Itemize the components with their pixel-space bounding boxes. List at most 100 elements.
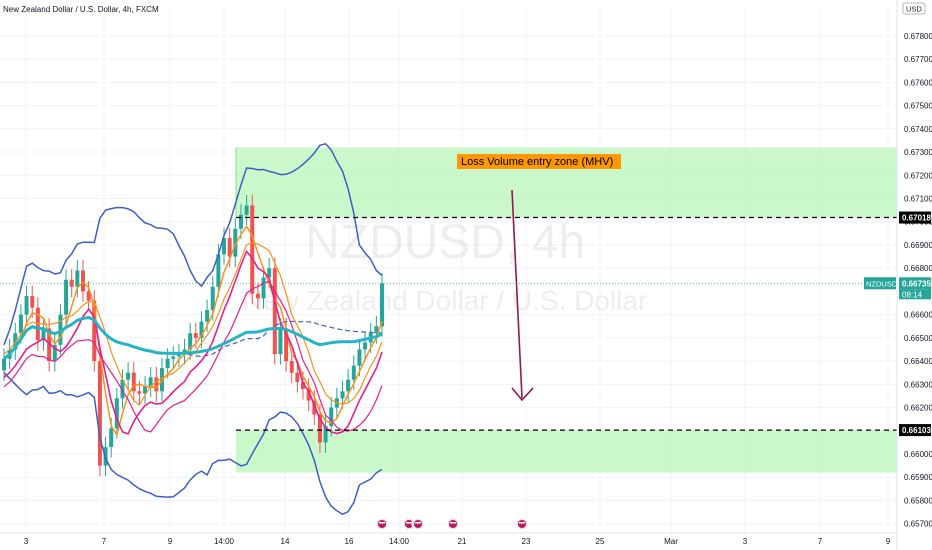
event-flag-icon	[519, 522, 525, 524]
candle	[363, 342, 368, 350]
time-tick-label: 21	[458, 537, 467, 546]
candle	[52, 344, 57, 362]
price-axis: 0.67800 0.67700 0.67600 0.67500 0.67400 0.673…	[904, 32, 932, 529]
candle	[374, 326, 379, 334]
ma-pink	[3, 249, 383, 435]
candle	[340, 391, 345, 399]
price-tick-label: 0.66600	[904, 311, 932, 320]
event-flag-icon	[415, 522, 421, 524]
candle	[317, 414, 322, 443]
price-tick-label: 0.67300	[904, 148, 932, 157]
annotation-text: Loss Volume entry zone (MHV)	[461, 156, 613, 168]
bollinger-lower	[3, 372, 383, 516]
lower-level-tag-text: 0.66103	[902, 426, 931, 435]
candle	[199, 321, 204, 338]
ma-orange	[3, 225, 383, 437]
candle	[114, 398, 119, 429]
candle	[261, 277, 266, 299]
candle	[92, 300, 97, 362]
candle	[250, 205, 255, 294]
event-flag-icon	[414, 520, 422, 528]
price-tick-label: 0.67100	[904, 194, 932, 203]
time-tick-label: 3	[24, 537, 29, 546]
candle	[357, 349, 362, 366]
candle	[143, 386, 148, 394]
candle	[80, 270, 85, 292]
time-tick-label: 16	[345, 537, 354, 546]
current-price-tag	[899, 277, 931, 290]
event-flag-icon	[406, 522, 412, 524]
candle	[255, 293, 260, 299]
price-tick-label: 0.65900	[904, 473, 932, 482]
candle	[41, 328, 46, 341]
event-flag-icon	[379, 522, 385, 524]
candle	[188, 333, 193, 350]
candle	[222, 237, 227, 255]
price-tick-label: 0.66400	[904, 357, 932, 366]
price-tick-label: 0.67800	[904, 32, 932, 41]
time-tick-label: 7	[102, 537, 107, 546]
current-price-tag-text: 0.66735	[902, 279, 931, 288]
currency-button[interactable]	[902, 2, 926, 15]
candle	[346, 379, 351, 392]
candle	[165, 358, 170, 369]
price-tick-label: 0.66200	[904, 404, 932, 413]
candle	[329, 407, 334, 427]
annotation-box[interactable]	[457, 154, 621, 169]
time-tick-label: 3	[743, 537, 748, 546]
candle	[109, 428, 114, 448]
candle	[86, 291, 91, 301]
lower-level-tag	[899, 424, 931, 437]
candle	[154, 377, 159, 392]
price-tick-label: 0.67600	[904, 78, 932, 87]
candle	[30, 296, 35, 308]
candle	[97, 361, 102, 466]
price-tick-label: 0.66900	[904, 241, 932, 250]
price-tick-label: 0.66800	[904, 264, 932, 273]
upper-level-tag	[899, 211, 931, 224]
candle	[75, 270, 80, 287]
candle	[267, 268, 272, 278]
event-flag-icon	[378, 520, 386, 528]
candle	[120, 379, 125, 399]
symbol-tag-text: NZDUSD	[866, 279, 898, 288]
countdown-text: 08:14	[902, 290, 923, 299]
countdown-tag	[899, 289, 931, 300]
candle	[233, 228, 238, 257]
candle	[64, 279, 69, 315]
price-tick-label: 0.66000	[904, 450, 932, 459]
candle	[289, 361, 294, 373]
symbol-tag	[864, 277, 896, 290]
price-tick-label: 0.67700	[904, 55, 932, 64]
chart-title: New Zealand Dollar / U.S. Dollar, 4h, FX…	[3, 5, 159, 14]
time-tick-label: 14:00	[214, 537, 235, 546]
candle	[244, 205, 249, 215]
upper-level-tag-text: 0.67018	[902, 214, 931, 223]
time-tick-label: 7	[818, 537, 823, 546]
candle	[323, 426, 328, 443]
candle	[295, 372, 300, 383]
candle	[58, 314, 63, 345]
watermark-symbol: NZDUSD, 4h	[305, 216, 585, 269]
time-tick-label: 9	[168, 537, 173, 546]
candle	[216, 254, 221, 287]
candle	[351, 365, 356, 380]
candle	[24, 296, 29, 315]
candle	[306, 388, 311, 401]
price-tick-label: 0.66500	[904, 334, 932, 343]
price-tick-label: 0.67200	[904, 171, 932, 180]
time-tick-label: 23	[522, 537, 531, 546]
candle	[238, 214, 243, 229]
price-tick-label: 0.67400	[904, 125, 932, 134]
candle	[176, 354, 181, 357]
lower-zone[interactable]	[236, 430, 897, 473]
time-tick-label: Mar	[664, 537, 678, 546]
price-tick-label: 0.65700	[904, 520, 932, 529]
candle	[13, 333, 18, 350]
time-tick-label: 25	[596, 537, 605, 546]
time-tick-label: 9	[886, 537, 891, 546]
watermark-name: New Zealand Dollar / U.S. Dollar	[243, 285, 648, 316]
bollinger-upper	[3, 142, 383, 346]
candle	[126, 372, 131, 380]
